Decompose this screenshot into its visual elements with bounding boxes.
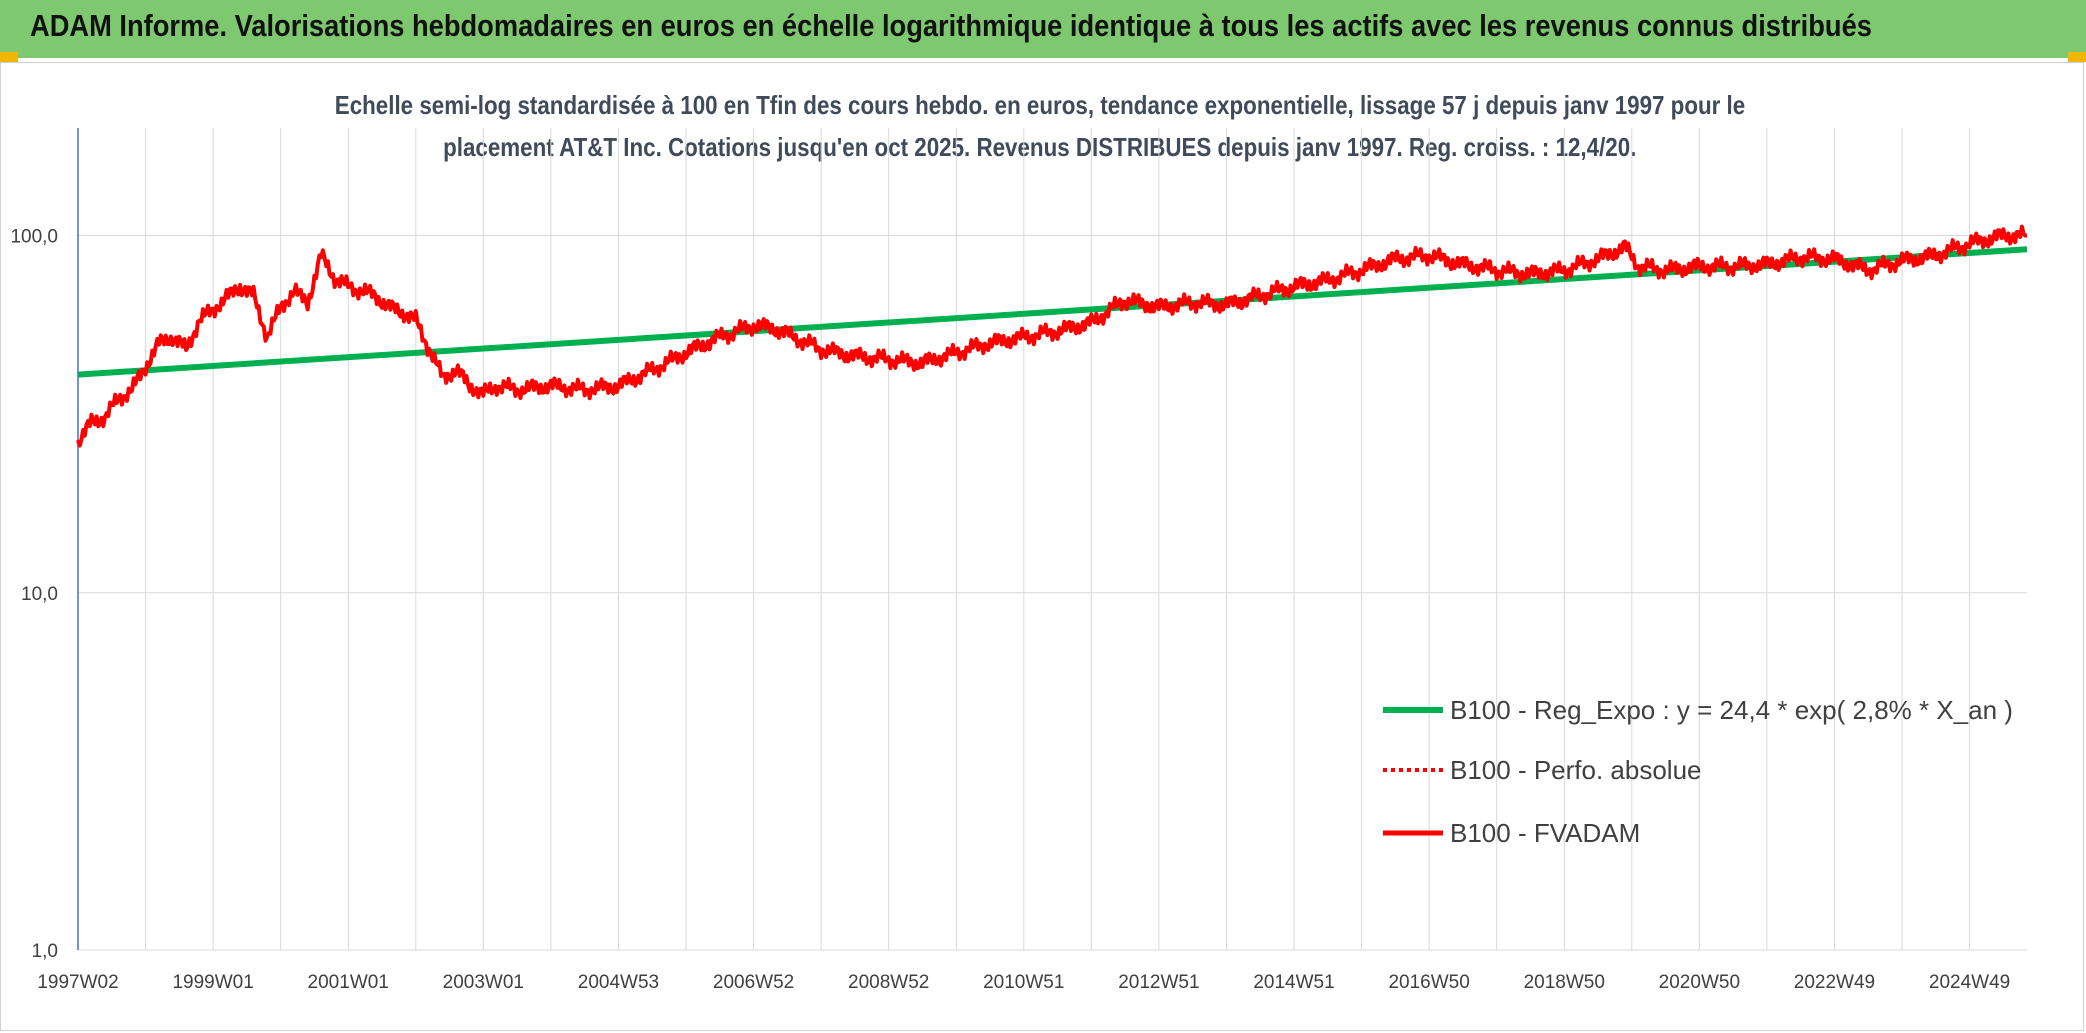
x-tick-label: 2006W52: [713, 972, 794, 993]
axes: 1997W02 1999W01 2001W01 2003W01 2004W53 2006W…: [10, 128, 2010, 993]
corner-marker-left: [0, 52, 18, 62]
x-tick-label: 2016W50: [1388, 972, 1469, 993]
x-tick-label: 1997W02: [37, 972, 118, 993]
x-tick-label: 1999W01: [172, 972, 253, 993]
y-tick-label: 100,0: [10, 227, 58, 248]
y-tick-label: 1,0: [32, 941, 58, 962]
x-tick-label: 2008W52: [848, 972, 929, 993]
x-tick-label: 2001W01: [308, 972, 389, 993]
series: [76, 224, 2028, 448]
legend-label: B100 - FVADAM: [1450, 818, 1640, 848]
series-fvadam-line: [76, 224, 2028, 448]
corner-marker-right: [2068, 52, 2086, 62]
x-tick-label: 2010W51: [983, 972, 1064, 993]
legend-label: B100 - Reg_Expo : y = 24,4 * exp( 2,8% *…: [1450, 695, 2013, 725]
legend: B100 - Reg_Expo : y = 24,4 * exp( 2,8% *…: [1383, 695, 2013, 848]
x-tick-label: 2003W01: [443, 972, 524, 993]
y-tick-label: 10,0: [21, 584, 58, 605]
chart-title-line-1: Echelle semi-log standardisée à 100 en T…: [334, 90, 1746, 120]
page-title: ADAM Informe. Valorisations hebdomadaire…: [30, 8, 1872, 43]
x-tick-label: 2018W50: [1524, 972, 1605, 993]
header-bar: [0, 0, 2086, 58]
chart-title-line-2: placement AT&T Inc. Cotations jusqu'en o…: [443, 132, 1637, 162]
x-tick-label: 2004W53: [578, 972, 659, 993]
x-tick-label: 2020W50: [1659, 972, 1740, 993]
x-tick-label: 2014W51: [1253, 972, 1334, 993]
x-tick-label: 2012W51: [1118, 972, 1199, 993]
x-tick-label: 2024W49: [1929, 972, 2010, 993]
x-tick-label: 2022W49: [1794, 972, 1875, 993]
grid: [77, 128, 2027, 951]
chart-frame: [0, 62, 2084, 1031]
legend-label: B100 - Perfo. absolue: [1450, 755, 1702, 785]
